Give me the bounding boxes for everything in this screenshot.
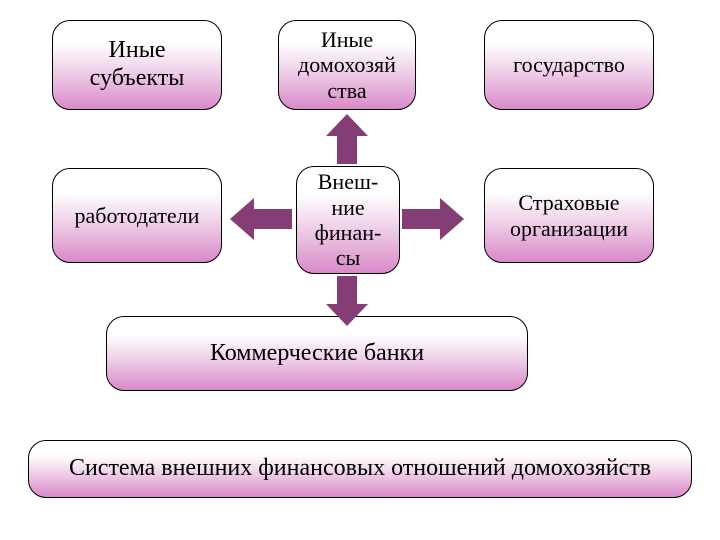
caption-box: Система внешних финансовых отношений дом… <box>28 440 692 498</box>
node-label: Иные домохозяй ства <box>287 27 407 103</box>
arrow-left-icon <box>230 198 292 240</box>
node-external-finance: Внеш-ние финан-сы <box>296 166 400 274</box>
arrow-right-icon <box>402 198 464 240</box>
node-other-households: Иные домохозяй ства <box>278 20 416 110</box>
node-label: Иные субъекты <box>61 37 213 92</box>
caption-label: Система внешних финансовых отношений дом… <box>69 455 651 483</box>
node-other-subjects: Иные субъекты <box>52 20 222 110</box>
node-insurance: Страховые организации <box>484 168 654 263</box>
arrow-down-icon <box>326 276 368 326</box>
node-state: государство <box>484 20 654 110</box>
node-label: Страховые организации <box>493 190 645 241</box>
node-label: Коммерческие банки <box>210 340 424 368</box>
node-employers: работодатели <box>52 168 222 263</box>
node-label: государство <box>513 52 625 77</box>
arrow-up-icon <box>326 114 368 164</box>
node-label: работодатели <box>75 203 200 228</box>
node-label: Внеш-ние финан-сы <box>305 169 391 270</box>
node-banks: Коммерческие банки <box>106 316 528 391</box>
